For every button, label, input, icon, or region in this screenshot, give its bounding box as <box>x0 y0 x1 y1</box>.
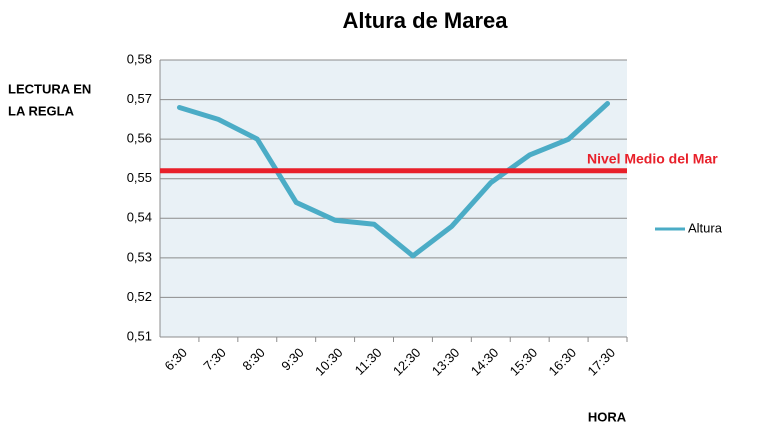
x-tick-label: 12:30 <box>390 345 424 379</box>
y-tick-label: 0,53 <box>127 249 152 264</box>
y-tick-label: 0,55 <box>127 170 152 185</box>
x-tick-label: 17:30 <box>584 345 618 379</box>
chart-title: Altura de Marea <box>342 8 508 33</box>
y-tick-label: 0,57 <box>127 91 152 106</box>
x-tick-label: 10:30 <box>312 345 346 379</box>
y-tick-label: 0,54 <box>127 210 152 225</box>
x-axis-label: HORA <box>588 409 627 424</box>
x-tick-label: 16:30 <box>546 345 580 379</box>
data-line <box>176 101 611 259</box>
plot-area <box>160 60 627 337</box>
reference-label: Nivel Medio del Mar <box>587 151 718 167</box>
x-tick-label: 15:30 <box>507 345 541 379</box>
x-tick-label: 7:30 <box>200 345 229 374</box>
y-tick-label: 0,51 <box>127 328 152 343</box>
x-tick-label: 11:30 <box>352 345 385 378</box>
x-tick-label: 6:30 <box>162 345 191 374</box>
x-tick-label: 13:30 <box>429 345 463 379</box>
legend-label: Altura <box>688 220 723 235</box>
y-axis-label: LA REGLA <box>8 103 75 118</box>
x-tick-label: 8:30 <box>239 345 268 374</box>
y-tick-label: 0,52 <box>127 289 152 304</box>
y-tick-label: 0,58 <box>127 51 152 66</box>
y-axis-label: LECTURA EN <box>8 81 91 96</box>
x-tick-label: 14:30 <box>468 345 502 379</box>
y-tick-label: 0,56 <box>127 131 152 146</box>
x-tick-label: 9:30 <box>278 345 307 374</box>
